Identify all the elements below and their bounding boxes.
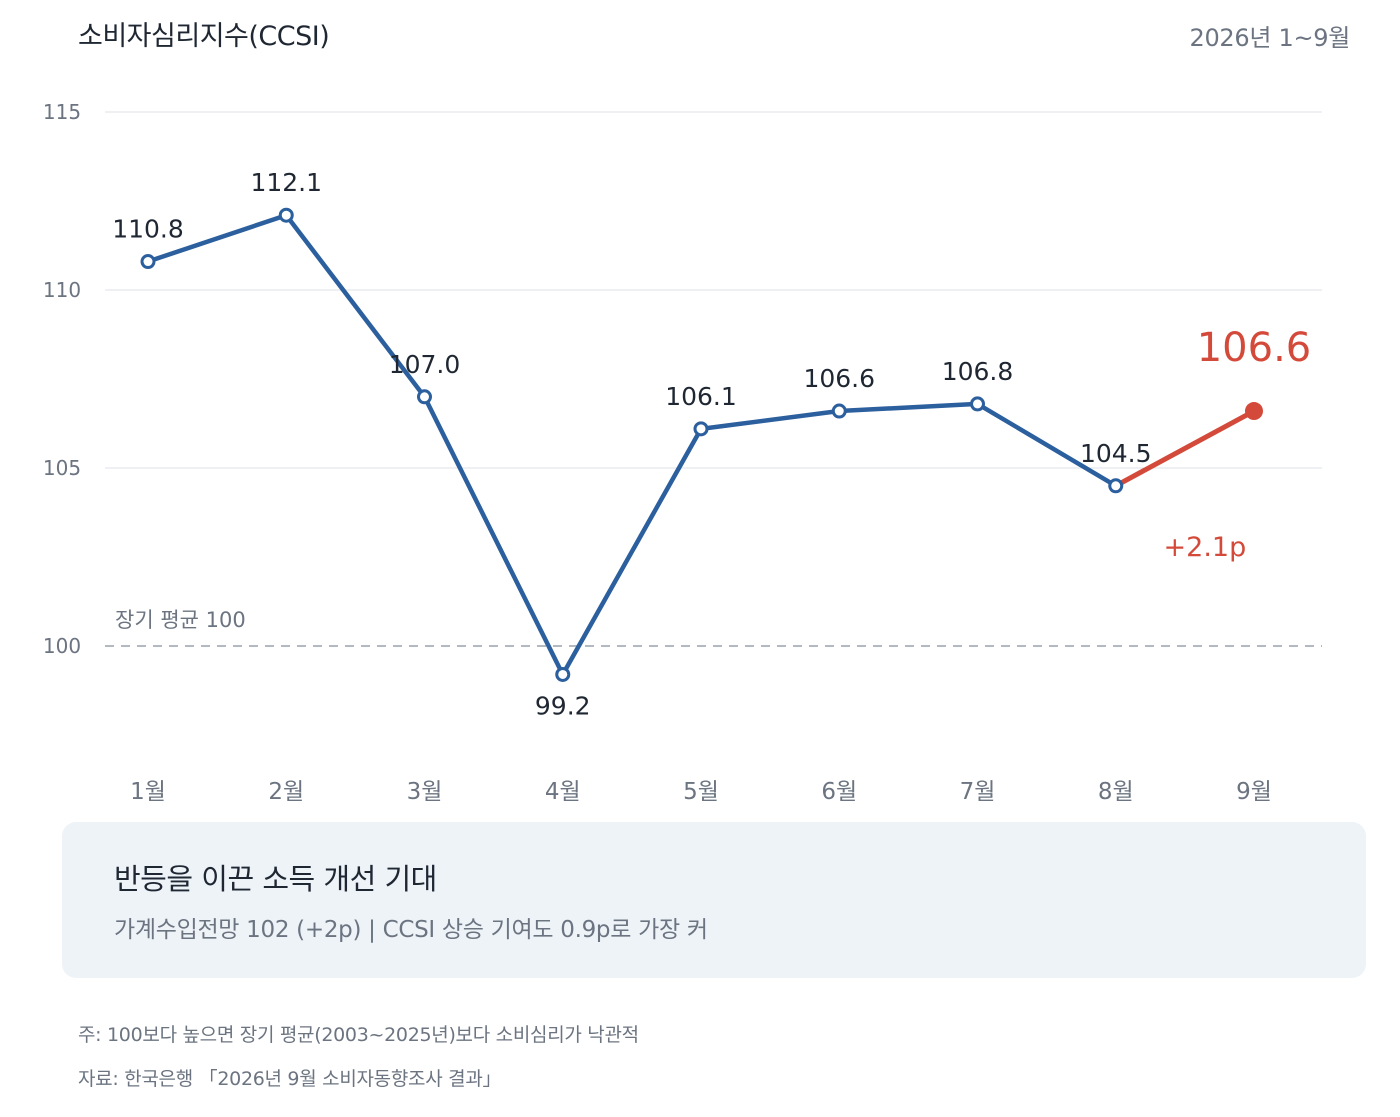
y-tick-label: 115 bbox=[43, 100, 81, 124]
value-label: 112.1 bbox=[250, 168, 322, 197]
x-tick-label: 5월 bbox=[683, 779, 719, 805]
value-label: 106.6 bbox=[803, 364, 875, 393]
chart-title: 소비자심리지수(CCSI) bbox=[78, 21, 330, 52]
value-label: 107.0 bbox=[389, 350, 461, 379]
series-line bbox=[145, 212, 1118, 677]
callout-title: 반등을 이끈 소득 개선 기대 bbox=[114, 862, 437, 896]
data-point bbox=[1108, 478, 1124, 494]
x-tick-label: 3월 bbox=[407, 779, 443, 805]
value-label: 104.5 bbox=[1080, 439, 1152, 468]
x-tick-label: 8월 bbox=[1098, 779, 1134, 805]
highlight-segment bbox=[1113, 408, 1257, 489]
data-point bbox=[278, 207, 294, 223]
x-tick-label: 2월 bbox=[268, 779, 304, 805]
value-label: 110.8 bbox=[112, 215, 184, 244]
period-label: 2026년 1~9월 bbox=[1189, 24, 1350, 52]
line-chart: 100 105 110 115 장기 평균 100 1월 2월 3월 4월 5월 6월 7월 8월 9월 1… bbox=[43, 100, 1322, 805]
y-tick-label: 110 bbox=[43, 278, 81, 302]
x-tick-label: 7월 bbox=[960, 779, 996, 805]
reference-line-label: 장기 평균 100 bbox=[115, 608, 246, 632]
callout-subtitle: 가계수입전망 102 (+2p) | CCSI 상승 기여도 0.9p로 가장 … bbox=[114, 917, 708, 943]
highlight-point bbox=[1245, 402, 1263, 421]
data-point bbox=[417, 389, 432, 405]
data-point bbox=[555, 666, 571, 682]
data-point bbox=[831, 403, 847, 419]
footnote: 주: 100보다 높으면 장기 평균(2003~2025년)보다 소비심리가 낙… bbox=[78, 1024, 639, 1046]
insight-callout: 반등을 이끈 소득 개선 기대 가계수입전망 102 (+2p) | CCSI … bbox=[62, 822, 1366, 978]
source-note: 자료: 한국은행 「2026년 9월 소비자동향조사 결과」 bbox=[78, 1068, 502, 1090]
x-tick-label: 9월 bbox=[1236, 779, 1272, 805]
x-tick-label: 4월 bbox=[545, 779, 581, 805]
value-label: 106.8 bbox=[942, 357, 1014, 386]
data-point bbox=[140, 254, 156, 270]
x-tick-label: 6월 bbox=[821, 779, 857, 805]
data-point bbox=[693, 421, 709, 437]
change-annotation: +2.1p bbox=[1164, 532, 1247, 563]
value-label: 99.2 bbox=[535, 691, 591, 720]
data-point bbox=[970, 396, 985, 412]
y-tick-label: 105 bbox=[43, 456, 81, 480]
value-label: 106.1 bbox=[665, 382, 737, 411]
highlight-value-label: 106.6 bbox=[1197, 325, 1312, 371]
y-tick-label: 100 bbox=[43, 634, 81, 658]
x-tick-label: 1월 bbox=[130, 779, 166, 805]
